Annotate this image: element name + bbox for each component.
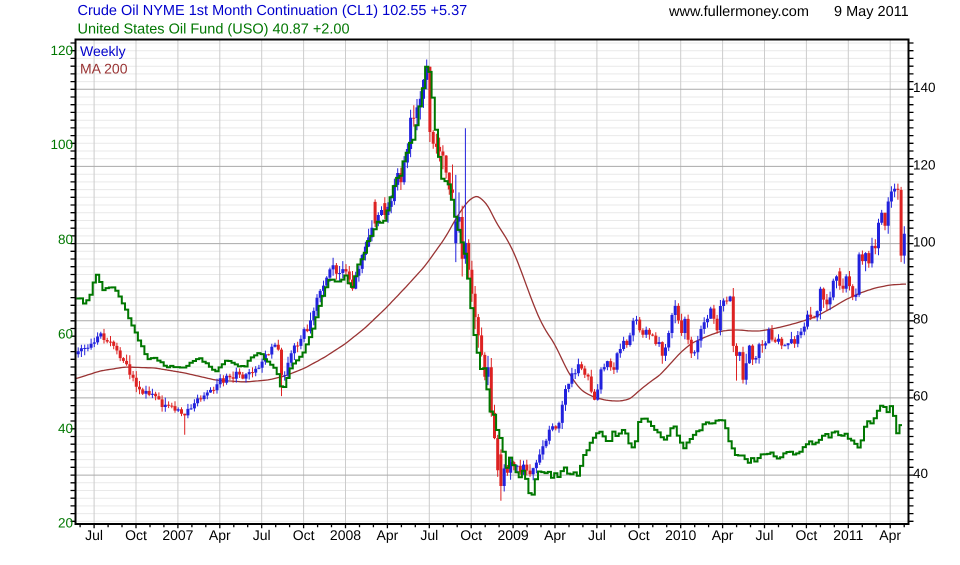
svg-text:2009: 2009 <box>498 527 529 543</box>
svg-text:120: 120 <box>50 43 73 58</box>
svg-text:2007: 2007 <box>162 527 193 543</box>
svg-text:9 May 2011: 9 May 2011 <box>834 4 909 20</box>
svg-text:United States Oil Fund (USO) 4: United States Oil Fund (USO) 40.87 +2.00 <box>78 22 350 38</box>
svg-text:Apr: Apr <box>879 527 901 543</box>
svg-text:60: 60 <box>58 326 73 341</box>
svg-text:20: 20 <box>58 516 73 531</box>
svg-text:Oct: Oct <box>293 527 315 543</box>
svg-text:www.fullermoney.com: www.fullermoney.com <box>668 4 809 20</box>
svg-text:60: 60 <box>913 389 928 404</box>
svg-text:Apr: Apr <box>377 527 399 543</box>
svg-text:Oct: Oct <box>628 527 650 543</box>
svg-text:2010: 2010 <box>665 527 696 543</box>
svg-text:Apr: Apr <box>544 527 566 543</box>
svg-text:Jul: Jul <box>253 527 271 543</box>
svg-text:Apr: Apr <box>712 527 734 543</box>
svg-text:Jul: Jul <box>85 527 103 543</box>
svg-text:Apr: Apr <box>209 527 231 543</box>
svg-text:Jul: Jul <box>420 527 438 543</box>
svg-text:80: 80 <box>913 312 928 327</box>
svg-text:140: 140 <box>913 80 936 95</box>
svg-text:Oct: Oct <box>460 527 482 543</box>
svg-text:MA 200: MA 200 <box>80 61 128 77</box>
svg-text:Weekly: Weekly <box>80 43 126 59</box>
svg-text:80: 80 <box>58 232 73 247</box>
svg-text:100: 100 <box>50 137 73 152</box>
svg-text:Jul: Jul <box>756 527 774 543</box>
svg-text:2011: 2011 <box>833 527 863 543</box>
svg-text:Oct: Oct <box>796 527 818 543</box>
svg-text:Jul: Jul <box>588 527 606 543</box>
svg-text:40: 40 <box>58 421 73 436</box>
svg-text:120: 120 <box>913 157 936 172</box>
svg-text:2008: 2008 <box>330 527 361 543</box>
svg-text:Oct: Oct <box>125 527 147 543</box>
svg-text:Crude Oil NYME 1st Month Conti: Crude Oil NYME 1st Month Continuation (C… <box>78 3 468 19</box>
svg-text:40: 40 <box>913 466 928 481</box>
svg-text:100: 100 <box>913 234 936 249</box>
